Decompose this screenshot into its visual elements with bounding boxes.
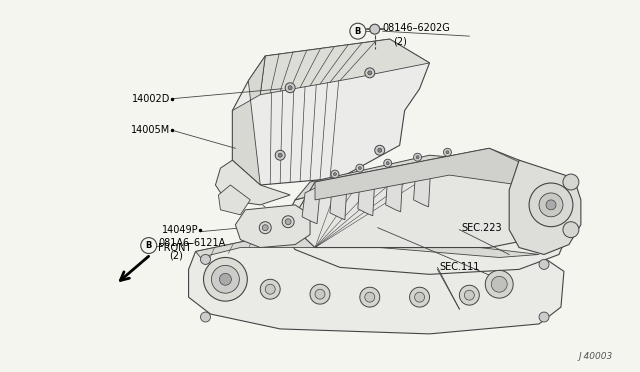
Circle shape <box>265 284 275 294</box>
Text: 08146–6202G: 08146–6202G <box>383 23 451 33</box>
Text: 14049P: 14049P <box>162 225 198 235</box>
Polygon shape <box>358 177 375 216</box>
Polygon shape <box>216 160 290 205</box>
Circle shape <box>288 86 292 90</box>
Circle shape <box>350 23 366 39</box>
Circle shape <box>220 273 232 285</box>
Polygon shape <box>386 172 403 212</box>
Polygon shape <box>509 160 581 254</box>
Text: 14002D: 14002D <box>132 94 171 104</box>
Text: (2): (2) <box>169 250 182 260</box>
Text: 081A6–6121A: 081A6–6121A <box>159 238 226 248</box>
Circle shape <box>315 289 325 299</box>
Circle shape <box>384 159 392 167</box>
Text: B: B <box>355 27 361 36</box>
Polygon shape <box>218 185 250 215</box>
Text: FRONT: FRONT <box>157 243 191 253</box>
Polygon shape <box>232 39 429 185</box>
Polygon shape <box>280 165 574 274</box>
Polygon shape <box>315 148 559 200</box>
Text: 14005M: 14005M <box>131 125 171 135</box>
Polygon shape <box>189 232 564 334</box>
Circle shape <box>460 285 479 305</box>
Polygon shape <box>196 232 539 257</box>
Circle shape <box>415 292 424 302</box>
Circle shape <box>378 148 381 152</box>
Circle shape <box>282 216 294 228</box>
Circle shape <box>465 290 474 300</box>
Text: J 40003: J 40003 <box>579 352 613 361</box>
Circle shape <box>386 162 389 165</box>
Circle shape <box>413 153 422 161</box>
Circle shape <box>410 287 429 307</box>
Circle shape <box>370 24 380 34</box>
Circle shape <box>485 270 513 298</box>
Polygon shape <box>295 155 569 200</box>
Circle shape <box>416 156 419 159</box>
Circle shape <box>492 276 507 292</box>
Circle shape <box>260 279 280 299</box>
Text: B: B <box>145 241 152 250</box>
Circle shape <box>444 148 451 156</box>
Polygon shape <box>295 148 559 247</box>
Circle shape <box>285 83 295 93</box>
Circle shape <box>375 145 385 155</box>
Circle shape <box>275 150 285 160</box>
Circle shape <box>539 193 563 217</box>
Circle shape <box>539 259 549 269</box>
Polygon shape <box>302 188 320 224</box>
Circle shape <box>563 222 579 238</box>
Circle shape <box>259 222 271 234</box>
Circle shape <box>211 265 239 293</box>
Circle shape <box>365 292 375 302</box>
Circle shape <box>368 71 372 75</box>
Circle shape <box>204 257 247 301</box>
Text: (2): (2) <box>393 36 406 46</box>
Polygon shape <box>232 56 265 185</box>
Text: SEC.223: SEC.223 <box>461 223 502 233</box>
Polygon shape <box>236 205 310 247</box>
Circle shape <box>529 183 573 227</box>
Circle shape <box>360 287 380 307</box>
Polygon shape <box>330 182 347 220</box>
Circle shape <box>539 312 549 322</box>
Circle shape <box>262 225 268 231</box>
Circle shape <box>365 68 375 78</box>
Circle shape <box>310 284 330 304</box>
Text: SEC.111: SEC.111 <box>440 262 480 272</box>
Circle shape <box>356 164 364 172</box>
Circle shape <box>563 174 579 190</box>
Circle shape <box>331 170 339 178</box>
Circle shape <box>200 312 211 322</box>
Polygon shape <box>413 167 431 207</box>
Circle shape <box>141 238 157 253</box>
Polygon shape <box>260 39 429 95</box>
Circle shape <box>446 151 449 154</box>
Circle shape <box>333 173 337 176</box>
Circle shape <box>358 167 362 170</box>
Circle shape <box>278 153 282 157</box>
Circle shape <box>285 219 291 225</box>
Circle shape <box>546 200 556 210</box>
Circle shape <box>200 254 211 264</box>
